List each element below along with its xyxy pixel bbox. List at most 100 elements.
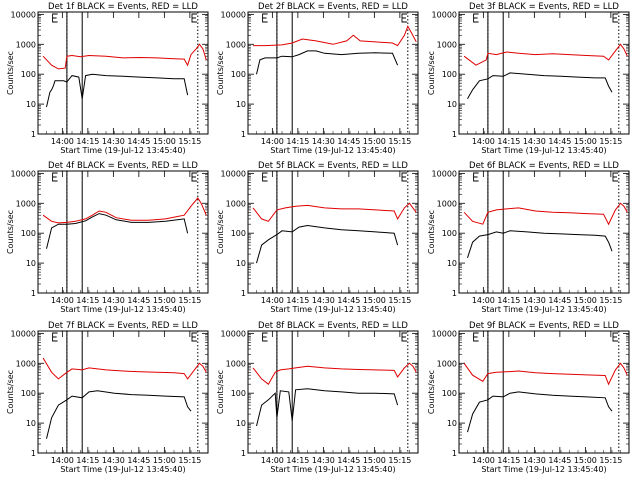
- y-tick-label: 10000: [432, 10, 457, 19]
- x-tick-label: 15:15: [388, 137, 411, 146]
- x-tick-label: 14:30: [102, 137, 125, 146]
- flag-glyph: [52, 172, 58, 182]
- panel-title: Det 7f BLACK = Events, RED = LLD: [48, 321, 198, 331]
- events-series-line: [256, 224, 399, 264]
- y-tick-label: 100: [442, 70, 457, 79]
- x-tick-label: 15:15: [178, 456, 201, 465]
- x-tick-label: 14:00: [51, 137, 74, 146]
- x-tick-label: 15:15: [599, 456, 622, 465]
- y-tick-label: 10: [26, 419, 36, 428]
- plot-frame: [37, 330, 209, 454]
- x-tick-label: 14:30: [523, 296, 546, 305]
- y-tick-label: 1000: [226, 40, 246, 49]
- x-axis-label: Start Time (19-Jul-12 13:45:40): [481, 146, 606, 155]
- y-tick-label: 1000: [16, 40, 36, 49]
- x-tick-label: 15:15: [599, 296, 622, 305]
- y-tick-label: 1: [241, 289, 246, 298]
- flag-glyph: [191, 172, 197, 182]
- y-tick-label: 10: [26, 259, 36, 268]
- y-axis-label: Counts/sec: [6, 51, 15, 95]
- x-tick-label: 14:30: [523, 137, 546, 146]
- x-tick-label: 14:45: [548, 296, 571, 305]
- y-tick-label: 1000: [437, 359, 457, 368]
- y-tick-label: 10000: [221, 10, 246, 19]
- lld-series-line: [463, 43, 628, 66]
- lld-series-line: [252, 202, 417, 222]
- lld-series-line: [252, 362, 417, 385]
- detector-panel-3: Det 3f BLACK = Events, RED = LLD 1 10 100 10…: [427, 2, 630, 155]
- lld-series-line: [42, 197, 207, 224]
- y-tick-label: 100: [442, 229, 457, 238]
- x-tick-label: 14:15: [76, 137, 99, 146]
- x-tick-label: 15:15: [178, 137, 201, 146]
- flag-glyph: [191, 13, 197, 23]
- y-axis-label: Counts/sec: [6, 210, 15, 254]
- flag-glyph: [401, 172, 407, 182]
- y-tick-label: 1: [452, 449, 457, 458]
- x-tick-label: 15:00: [153, 296, 176, 305]
- flag-glyph: [52, 13, 58, 23]
- x-tick-label: 14:30: [102, 296, 125, 305]
- y-tick-label: 1000: [226, 199, 246, 208]
- y-tick-label: 10000: [221, 169, 246, 178]
- panel-title: Det 6f BLACK = Events, RED = LLD: [469, 161, 619, 171]
- x-tick-label: 15:15: [388, 296, 411, 305]
- x-tick-label: 14:45: [548, 137, 571, 146]
- y-tick-label: 100: [231, 70, 246, 79]
- panel-title: Det 9f BLACK = Events, RED = LLD: [469, 321, 619, 331]
- y-axis-label: Counts/sec: [427, 51, 436, 95]
- detector-panel-8: Det 8f BLACK = Events, RED = LLD 1 10 100 10…: [216, 321, 419, 474]
- x-tick-label: 14:00: [51, 456, 74, 465]
- x-tick-label: 15:00: [363, 456, 386, 465]
- x-tick-label: 14:45: [337, 296, 360, 305]
- x-axis-label: Start Time (19-Jul-12 13:45:40): [60, 146, 185, 155]
- detector-panel-2: Det 2f BLACK = Events, RED = LLD 1 10 100 10…: [216, 2, 419, 155]
- x-tick-label: 14:15: [497, 456, 520, 465]
- x-axis-label: Start Time (19-Jul-12 13:45:40): [60, 305, 185, 314]
- flag-glyph: [401, 13, 407, 23]
- y-axis-label: Counts/sec: [216, 210, 225, 254]
- y-tick-label: 1000: [16, 199, 36, 208]
- y-tick-label: 100: [21, 70, 36, 79]
- y-tick-label: 1000: [16, 359, 36, 368]
- events-series-line: [256, 50, 399, 75]
- detector-panel-7: Det 7f BLACK = Events, RED = LLD 1 10 100 10…: [6, 321, 209, 474]
- x-tick-label: 14:45: [337, 137, 360, 146]
- y-tick-label: 1: [31, 289, 36, 298]
- y-tick-label: 10000: [11, 169, 36, 178]
- flag-glyph: [191, 332, 197, 342]
- x-tick-label: 14:15: [497, 137, 520, 146]
- x-tick-label: 14:30: [102, 456, 125, 465]
- y-axis-label: Counts/sec: [427, 370, 436, 414]
- flag-glyph: [262, 332, 268, 342]
- y-tick-label: 1: [452, 130, 457, 139]
- detector-panel-1: Det 1f BLACK = Events, RED = LLD 1 10 100 10…: [6, 2, 209, 155]
- y-tick-label: 1000: [437, 199, 457, 208]
- x-tick-label: 14:00: [261, 296, 284, 305]
- plot-frame: [458, 170, 630, 294]
- flag-glyph: [52, 332, 58, 342]
- lld-series-line: [463, 202, 628, 226]
- y-tick-label: 1: [31, 449, 36, 458]
- panel-title: Det 3f BLACK = Events, RED = LLD: [469, 2, 619, 12]
- x-axis-label: Start Time (19-Jul-12 13:45:40): [270, 465, 395, 474]
- x-tick-label: 15:00: [363, 137, 386, 146]
- flag-glyph: [612, 172, 618, 182]
- x-tick-label: 14:00: [51, 296, 74, 305]
- flag-glyph: [473, 332, 479, 342]
- x-axis-label: Start Time (19-Jul-12 13:45:40): [481, 305, 606, 314]
- x-tick-label: 15:00: [574, 296, 597, 305]
- x-tick-label: 14:30: [312, 296, 335, 305]
- x-tick-label: 15:00: [574, 456, 597, 465]
- x-axis-label: Start Time (19-Jul-12 13:45:40): [481, 465, 606, 474]
- events-series-line: [46, 73, 189, 108]
- events-series-line: [467, 230, 613, 258]
- y-axis-label: Counts/sec: [6, 370, 15, 414]
- plot-frame: [247, 11, 419, 135]
- flag-glyph: [473, 13, 479, 23]
- y-tick-label: 10: [447, 100, 457, 109]
- x-tick-label: 14:00: [472, 296, 495, 305]
- y-tick-label: 100: [231, 389, 246, 398]
- flag-glyph: [262, 172, 268, 182]
- events-series-line: [46, 213, 189, 249]
